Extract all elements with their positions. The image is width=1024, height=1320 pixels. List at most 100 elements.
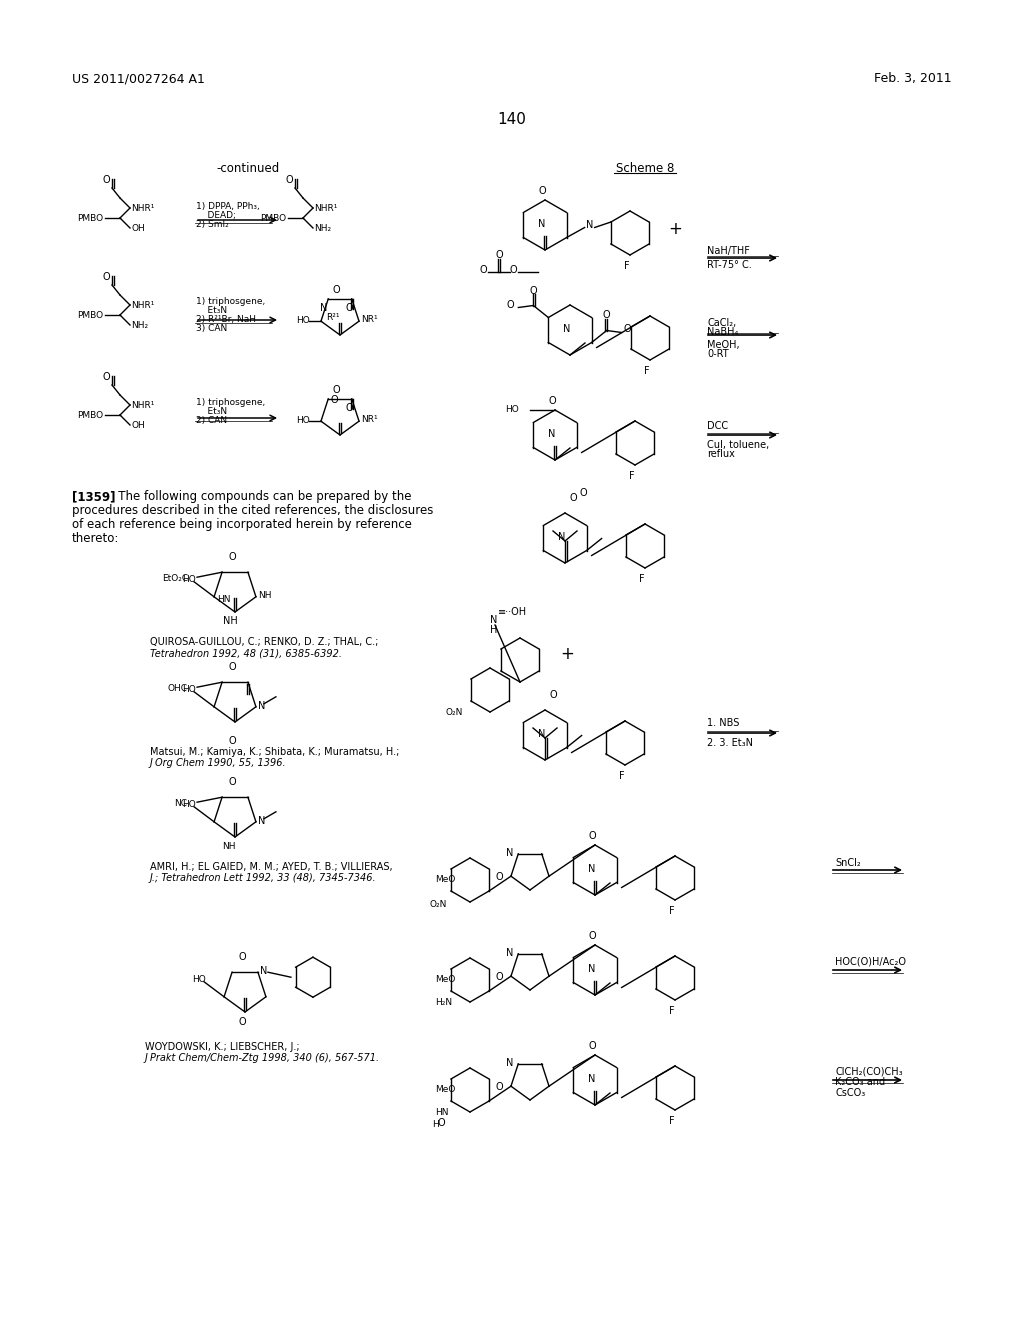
Text: CsCO₃: CsCO₃ bbox=[835, 1088, 865, 1098]
Text: O: O bbox=[286, 176, 293, 185]
Text: procedures described in the cited references, the disclosures: procedures described in the cited refere… bbox=[72, 504, 433, 517]
Text: NH₂: NH₂ bbox=[314, 224, 331, 234]
Text: PMBO: PMBO bbox=[260, 214, 286, 223]
Text: F: F bbox=[620, 771, 625, 781]
Text: MeOH,: MeOH, bbox=[707, 341, 739, 350]
Text: QUIROSA-GUILLOU, C.; RENKO, D. Z.; THAL, C.;: QUIROSA-GUILLOU, C.; RENKO, D. Z.; THAL,… bbox=[150, 638, 379, 647]
Text: reflux: reflux bbox=[707, 449, 735, 459]
Text: thereto:: thereto: bbox=[72, 532, 120, 545]
Text: O: O bbox=[550, 690, 558, 700]
Text: HO: HO bbox=[182, 574, 196, 583]
Text: NHR¹: NHR¹ bbox=[131, 401, 155, 411]
Text: HO: HO bbox=[296, 317, 309, 325]
Text: N: N bbox=[539, 219, 546, 228]
Text: F: F bbox=[670, 1115, 675, 1126]
Text: O: O bbox=[102, 372, 110, 381]
Text: 2. 3. Et₃N: 2. 3. Et₃N bbox=[707, 738, 753, 748]
Text: F: F bbox=[639, 574, 645, 583]
Text: J.; Tetrahedron Lett 1992, 33 (48), 7345-7346.: J.; Tetrahedron Lett 1992, 33 (48), 7345… bbox=[150, 873, 377, 883]
Text: N: N bbox=[258, 816, 265, 826]
Text: O₂N: O₂N bbox=[430, 900, 447, 909]
Text: HO: HO bbox=[505, 405, 519, 414]
Text: HO: HO bbox=[182, 800, 196, 809]
Text: O: O bbox=[570, 492, 578, 503]
Text: N: N bbox=[260, 966, 267, 977]
Text: O: O bbox=[228, 552, 236, 562]
Text: N: N bbox=[539, 729, 546, 739]
Text: O: O bbox=[496, 973, 504, 982]
Text: ClCH₂(CO)CH₃: ClCH₂(CO)CH₃ bbox=[835, 1067, 902, 1076]
Text: O₂N: O₂N bbox=[445, 708, 463, 717]
Text: O: O bbox=[588, 1041, 596, 1051]
Text: Scheme 8: Scheme 8 bbox=[615, 162, 674, 176]
Text: 140: 140 bbox=[498, 112, 526, 127]
Text: N: N bbox=[490, 615, 498, 624]
Text: O: O bbox=[239, 952, 246, 962]
Text: RT-75° C.: RT-75° C. bbox=[707, 260, 752, 271]
Text: O: O bbox=[506, 300, 514, 309]
Text: NHR¹: NHR¹ bbox=[131, 301, 155, 310]
Text: O: O bbox=[239, 1016, 246, 1027]
Text: R²¹: R²¹ bbox=[327, 313, 340, 322]
Text: O: O bbox=[480, 265, 487, 275]
Text: O: O bbox=[588, 931, 596, 941]
Text: NHR¹: NHR¹ bbox=[314, 205, 337, 213]
Text: N: N bbox=[589, 964, 596, 974]
Text: -continued: -continued bbox=[216, 162, 280, 176]
Text: O: O bbox=[603, 310, 610, 321]
Text: US 2011/0027264 A1: US 2011/0027264 A1 bbox=[72, 73, 205, 84]
Text: SnCl₂: SnCl₂ bbox=[835, 858, 861, 869]
Text: H: H bbox=[490, 624, 498, 635]
Text: F: F bbox=[644, 366, 650, 376]
Text: +: + bbox=[560, 645, 573, 663]
Text: O: O bbox=[331, 395, 338, 405]
Text: HN: HN bbox=[435, 1107, 449, 1117]
Text: of each reference being incorporated herein by reference: of each reference being incorporated her… bbox=[72, 517, 412, 531]
Text: 2) R²¹Br, NaH: 2) R²¹Br, NaH bbox=[196, 315, 256, 323]
Text: N: N bbox=[506, 847, 514, 858]
Text: HN: HN bbox=[217, 595, 230, 605]
Text: OH: OH bbox=[131, 421, 144, 430]
Text: CuI, toluene,: CuI, toluene, bbox=[707, 440, 769, 450]
Text: N: N bbox=[589, 1074, 596, 1084]
Text: O: O bbox=[102, 176, 110, 185]
Text: O: O bbox=[346, 302, 353, 313]
Text: J Org Chem 1990, 55, 1396.: J Org Chem 1990, 55, 1396. bbox=[150, 758, 287, 768]
Text: PMBO: PMBO bbox=[77, 411, 103, 420]
Text: K₂CO₃ and: K₂CO₃ and bbox=[835, 1077, 885, 1086]
Text: The following compounds can be prepared by the: The following compounds can be prepared … bbox=[106, 490, 412, 503]
Text: O: O bbox=[332, 385, 340, 395]
Text: O: O bbox=[496, 249, 503, 260]
Text: 1) DPPA, PPh₃,: 1) DPPA, PPh₃, bbox=[196, 202, 260, 211]
Text: N: N bbox=[258, 701, 265, 710]
Text: NR¹: NR¹ bbox=[361, 315, 378, 325]
Text: O: O bbox=[548, 396, 556, 407]
Text: O: O bbox=[228, 737, 236, 746]
Text: 3) CAN: 3) CAN bbox=[196, 323, 227, 333]
Text: NC: NC bbox=[174, 799, 187, 808]
Text: MeO: MeO bbox=[435, 975, 456, 983]
Text: ≡··OH: ≡··OH bbox=[498, 607, 527, 616]
Text: F: F bbox=[629, 471, 635, 480]
Text: N: N bbox=[506, 948, 514, 958]
Text: NaH/THF: NaH/THF bbox=[707, 246, 750, 256]
Text: HOC(O)H/Ac₂O: HOC(O)H/Ac₂O bbox=[835, 956, 906, 966]
Text: NH: NH bbox=[222, 842, 236, 851]
Text: OHC: OHC bbox=[167, 684, 187, 693]
Text: O: O bbox=[496, 1082, 504, 1092]
Text: N: N bbox=[558, 532, 565, 543]
Text: O: O bbox=[102, 272, 110, 282]
Text: F: F bbox=[670, 1006, 675, 1016]
Text: O: O bbox=[539, 186, 546, 195]
Text: Tetrahedron 1992, 48 (31), 6385-6392.: Tetrahedron 1992, 48 (31), 6385-6392. bbox=[150, 648, 342, 657]
Text: J Prakt Chem/Chem-Ztg 1998, 340 (6), 567-571.: J Prakt Chem/Chem-Ztg 1998, 340 (6), 567… bbox=[145, 1053, 380, 1063]
Text: Et₃N: Et₃N bbox=[196, 306, 227, 315]
Text: NR¹: NR¹ bbox=[361, 416, 378, 424]
Text: Feb. 3, 2011: Feb. 3, 2011 bbox=[874, 73, 952, 84]
Text: Et₃N: Et₃N bbox=[196, 407, 227, 416]
Text: H₂N: H₂N bbox=[435, 998, 453, 1007]
Text: MeO: MeO bbox=[435, 1085, 456, 1094]
Text: HO: HO bbox=[193, 974, 206, 983]
Text: O: O bbox=[332, 285, 340, 294]
Text: NHR¹: NHR¹ bbox=[131, 205, 155, 213]
